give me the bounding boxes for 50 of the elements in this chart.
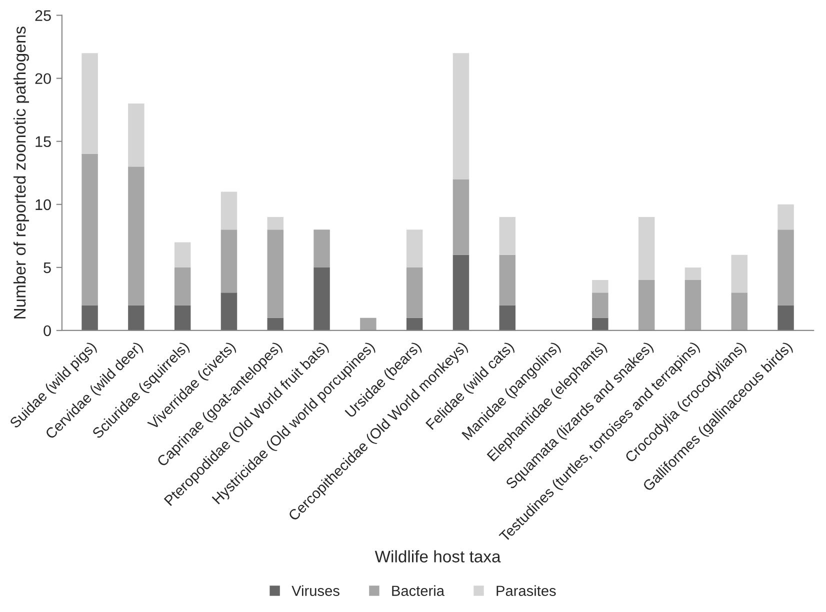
bar (128, 166, 144, 306)
bar (778, 230, 794, 306)
bar (174, 305, 191, 330)
bar (592, 318, 608, 330)
bar (220, 230, 238, 293)
bar (267, 318, 284, 330)
bar (592, 280, 608, 293)
bar (452, 179, 470, 255)
bar (82, 53, 98, 154)
bar (406, 230, 423, 268)
bar (220, 192, 238, 230)
bar (82, 154, 98, 306)
bar (778, 204, 794, 230)
bar (267, 217, 284, 230)
bar (128, 104, 144, 167)
bar (82, 305, 98, 330)
bar (638, 217, 655, 280)
bar (499, 305, 516, 330)
legend-label: Viruses (292, 585, 340, 596)
bar (731, 254, 748, 293)
y-tick-label: 10 (36, 199, 51, 210)
bar (360, 318, 376, 330)
bar (499, 254, 516, 306)
y-tick-label: 5 (44, 262, 51, 274)
bar (684, 267, 702, 280)
bar (406, 318, 423, 330)
legend-label: Bacteria (392, 585, 444, 596)
bar (638, 280, 655, 330)
bar (406, 267, 423, 318)
bar (267, 230, 284, 318)
bar (778, 305, 794, 330)
y-axis-title: Number of reported zoonotic pathogens (13, 26, 29, 318)
bar (314, 267, 330, 330)
y-tick-label: 15 (36, 136, 51, 148)
bar (452, 254, 470, 330)
bar (314, 230, 330, 268)
bar (731, 292, 748, 330)
bar (174, 267, 191, 306)
bar (220, 292, 238, 330)
bar (452, 53, 470, 180)
x-axis-title: Wildlife host taxa (374, 550, 501, 562)
bar (128, 305, 144, 330)
bar (499, 217, 516, 255)
legend-label: Parasites (496, 585, 556, 596)
y-tick-label: 0 (44, 325, 51, 336)
y-tick-label: 25 (35, 10, 51, 21)
bar (592, 292, 608, 318)
bar (174, 242, 191, 268)
y-tick-label: 20 (35, 73, 51, 84)
bar (684, 280, 702, 330)
